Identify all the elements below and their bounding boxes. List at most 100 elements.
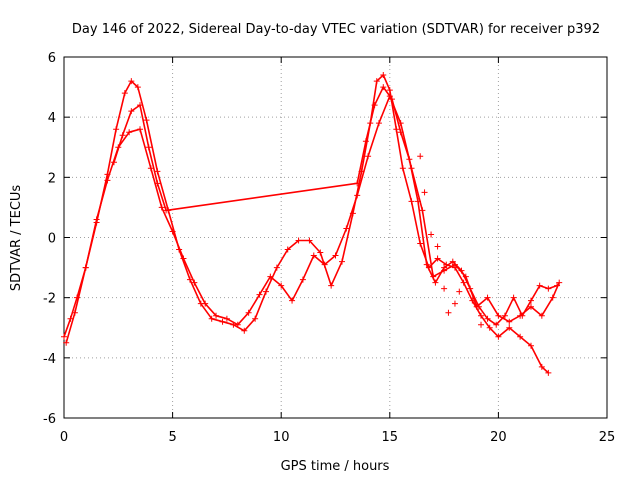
y-tick-label: 4	[48, 111, 56, 126]
data-point	[545, 285, 552, 292]
data-point	[371, 102, 378, 109]
data-point	[554, 282, 561, 289]
data-point	[365, 153, 372, 160]
x-tick-labels: 0 5 10 15 20 25	[60, 430, 615, 445]
data-point	[328, 282, 335, 289]
data-point	[82, 264, 89, 271]
data-point	[169, 228, 176, 235]
data-point	[289, 297, 296, 304]
data-point	[388, 96, 395, 103]
data-point	[456, 288, 463, 295]
data-point	[417, 153, 424, 160]
data-point	[375, 120, 382, 127]
data-point	[458, 267, 465, 274]
data-point	[545, 369, 552, 376]
x-tick-label: 0	[60, 430, 68, 445]
data-point	[63, 339, 70, 346]
data-point	[234, 321, 241, 328]
series-line-track-c	[113, 86, 558, 326]
data-point	[538, 312, 545, 319]
data-point	[441, 264, 448, 271]
data-point	[432, 279, 439, 286]
x-tick-label: 10	[273, 430, 290, 445]
data-point	[419, 207, 426, 214]
data-point	[434, 243, 441, 250]
data-point	[208, 315, 215, 322]
data-point	[143, 117, 150, 124]
data-point	[134, 84, 141, 91]
data-point	[362, 138, 369, 145]
data-point	[506, 318, 513, 325]
data-point	[295, 237, 302, 244]
data-point	[380, 72, 387, 79]
y-tick-label: -2	[43, 292, 56, 307]
data-point	[478, 312, 485, 319]
data-point	[475, 303, 482, 310]
y-axis-label: SDTVAR / TECUs	[9, 185, 24, 292]
data-point	[154, 180, 161, 187]
y-tick-labels: -6 -4 -2 0 2 4 6	[43, 51, 56, 427]
y-tick-label: 6	[48, 51, 56, 66]
data-point	[306, 237, 313, 244]
data-point	[506, 324, 513, 331]
data-point	[61, 333, 67, 340]
data-point	[527, 303, 534, 310]
data-point	[119, 132, 126, 139]
data-point	[501, 312, 508, 319]
y-tick-label: 2	[48, 171, 56, 186]
data-point	[423, 261, 430, 268]
y-tick-label: -6	[43, 412, 56, 427]
x-tick-label: 25	[599, 430, 616, 445]
series-track-b	[63, 93, 563, 346]
y-tick-label: -4	[43, 352, 56, 367]
data-point	[145, 144, 152, 151]
data-point	[386, 87, 393, 94]
data-point	[121, 90, 128, 97]
data-point	[186, 276, 193, 283]
data-point	[241, 327, 248, 334]
data-point	[445, 309, 452, 316]
data-point	[128, 78, 135, 85]
chart-title: Day 146 of 2022, Sidereal Day-to-day VTE…	[72, 22, 600, 37]
x-axis-label: GPS time / hours	[281, 459, 390, 474]
data-point	[332, 252, 339, 259]
data-point	[527, 342, 534, 349]
y-tick-label: 0	[48, 232, 56, 247]
data-point	[71, 309, 78, 316]
data-point	[93, 216, 100, 223]
data-point	[527, 297, 534, 304]
data-point	[399, 165, 406, 172]
data-point	[126, 129, 133, 136]
series-spikes	[417, 153, 485, 328]
data-point	[163, 207, 170, 214]
data-point	[415, 198, 422, 205]
data-point	[137, 102, 144, 109]
data-point	[158, 204, 165, 211]
x-tick-label: 15	[382, 430, 399, 445]
data-point	[180, 255, 187, 262]
data-point	[278, 282, 285, 289]
series-line-track-a	[63, 74, 549, 374]
data-point	[549, 294, 556, 301]
data-point	[408, 198, 415, 205]
data-point	[110, 159, 117, 166]
axis-ticks	[63, 56, 608, 419]
plot-frame	[63, 56, 608, 419]
data-point	[493, 321, 500, 328]
data-point	[519, 312, 526, 319]
series-track-a	[61, 72, 552, 376]
data-point	[434, 255, 441, 262]
data-point	[256, 291, 263, 298]
data-point	[191, 279, 198, 286]
series-line-track-b	[65, 95, 560, 344]
data-point	[373, 78, 380, 85]
data-point	[441, 285, 448, 292]
data-point	[486, 324, 493, 331]
data-point	[299, 276, 306, 283]
data-point	[343, 225, 350, 232]
data-point	[202, 300, 209, 307]
data-series	[61, 72, 563, 376]
data-point	[147, 165, 154, 172]
data-point	[284, 246, 291, 253]
